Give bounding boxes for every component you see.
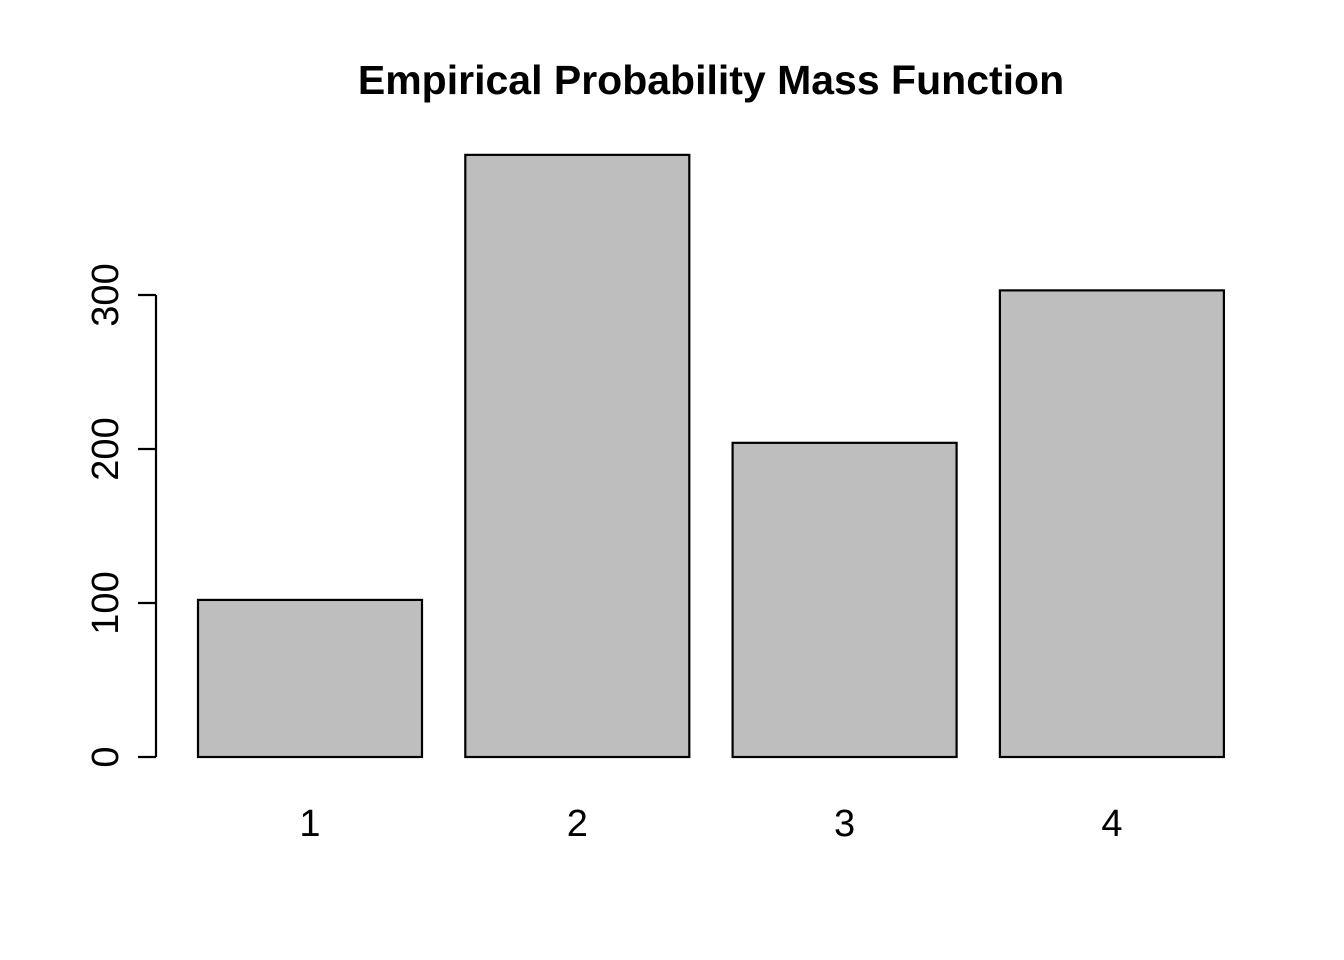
bar-3: [731, 441, 958, 759]
x-category-label: 1: [299, 803, 320, 845]
x-category-label: 4: [1101, 803, 1122, 845]
chart-title: Empirical Probability Mass Function: [358, 57, 1064, 103]
y-tick-label: 200: [85, 417, 127, 480]
x-category-label: 3: [834, 803, 855, 845]
bar-2: [464, 153, 691, 759]
y-tick-label: 100: [85, 571, 127, 634]
x-axis-labels: 1 2 3 4: [299, 803, 1122, 845]
y-tick-label: 0: [85, 746, 127, 767]
bar-4: [998, 289, 1226, 759]
bar-1: [196, 598, 424, 759]
y-tick-label: 300: [85, 263, 127, 326]
x-category-label: 2: [567, 803, 588, 845]
y-axis: 0 100 200 300: [85, 263, 158, 768]
bars-group: [196, 153, 1226, 759]
